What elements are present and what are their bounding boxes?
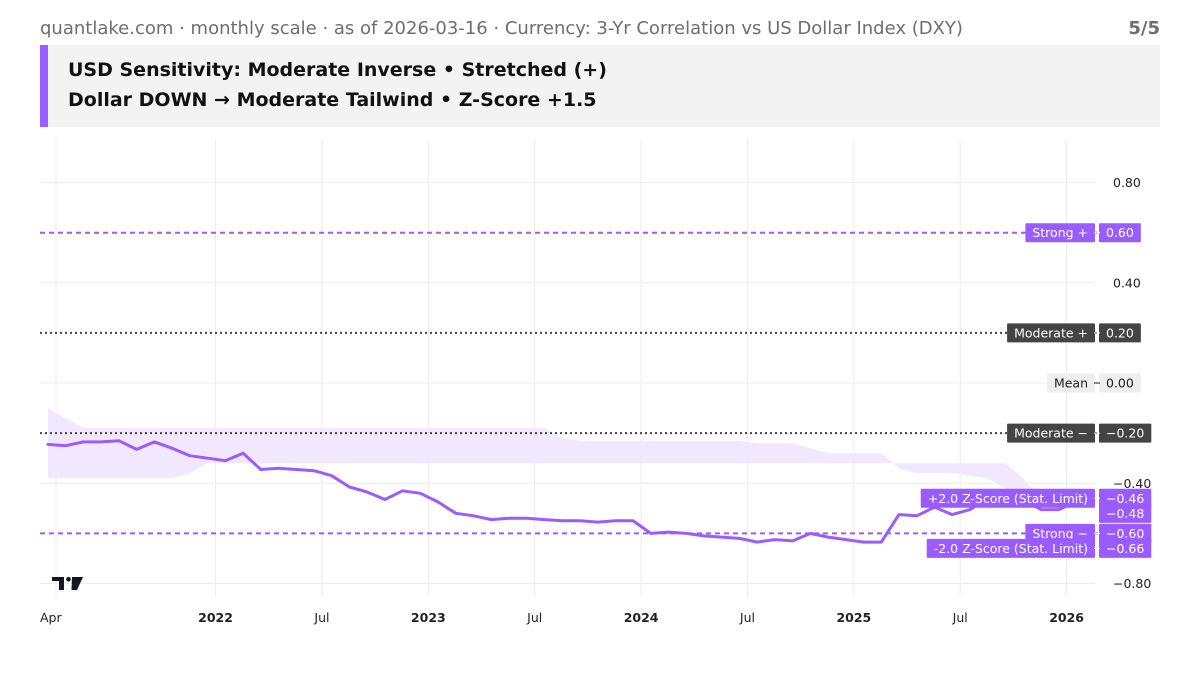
x-tick-label: Jul [739, 610, 755, 625]
reference-label: 0.60 Strong + [1025, 223, 1141, 243]
reference-label: −0.20 Moderate − [1007, 423, 1152, 443]
name-label-text: Strong − [1032, 526, 1088, 541]
value-label-text: −0.20 [1106, 426, 1144, 441]
y-tick-label: 0.80 [1113, 175, 1141, 190]
name-label-text: -2.0 Z-Score (Stat. Limit) [934, 541, 1088, 556]
value-label-box [1099, 488, 1152, 508]
name-label-box [1007, 323, 1095, 343]
x-tick-label: Apr [40, 610, 62, 625]
name-label-box [1007, 423, 1095, 443]
value-label-box [1099, 538, 1152, 558]
x-tick-label: 2023 [411, 610, 446, 625]
name-label-box [1025, 223, 1095, 243]
x-tick-label: 2026 [1049, 610, 1084, 625]
value-label-text: −0.46 [1106, 491, 1144, 506]
name-label-box [920, 488, 1095, 508]
tradingview-logo-icon[interactable] [52, 575, 84, 591]
value-label-text: 0.60 [1106, 225, 1134, 240]
value-label-box [1099, 223, 1141, 243]
chart-caption: quantlake.com · monthly scale · as of 20… [40, 18, 963, 39]
x-tick-label: Jul [952, 610, 968, 625]
name-label-box [1025, 523, 1095, 543]
x-tick-label: Jul [313, 610, 329, 625]
x-tick-label: Jul [526, 610, 542, 625]
top-caption-bar: quantlake.com · monthly scale · as of 20… [40, 18, 1160, 42]
value-label-text: −0.48 [1106, 506, 1144, 521]
value-label-text: 0.00 [1106, 376, 1134, 391]
name-label-box [926, 538, 1095, 558]
y-tick-label: 0.40 [1113, 275, 1141, 290]
y-tick-label: −0.40 [1113, 476, 1151, 491]
value-label-text: −0.66 [1106, 541, 1144, 556]
value-label-text: −0.60 [1106, 526, 1144, 541]
name-label-text: Moderate + [1014, 325, 1088, 340]
page-indicator: 5/5 [1128, 18, 1160, 39]
name-label-box [1046, 373, 1095, 393]
value-label-box [1099, 423, 1152, 443]
value-label-text: 0.20 [1106, 325, 1134, 340]
status-header: USD Sensitivity: Moderate Inverse • Stre… [40, 45, 1160, 127]
name-label-text: +2.0 Z-Score (Stat. Limit) [928, 491, 1088, 506]
x-tick-label: 2024 [624, 610, 659, 625]
zscore-envelope-band [48, 408, 1095, 499]
name-label-text: Mean [1054, 376, 1088, 391]
zscore-marker-label: −0.48 [1099, 503, 1152, 523]
sensitivity-headline: USD Sensitivity: Moderate Inverse • Stre… [68, 59, 607, 81]
name-label-text: Moderate − [1014, 426, 1088, 441]
x-tick-label: 2022 [198, 610, 233, 625]
value-label-box [1099, 373, 1141, 393]
value-label-box [1099, 523, 1152, 543]
value-label-box [1099, 323, 1141, 343]
reference-label: 0.00 Mean [1046, 373, 1141, 393]
outlook-headline: Dollar DOWN → Moderate Tailwind • Z-Scor… [68, 89, 597, 111]
y-tick-label: −0.80 [1113, 576, 1151, 591]
name-label-text: Strong + [1032, 225, 1088, 240]
chart-grid [40, 140, 1095, 596]
reference-label: −0.60 Strong − [1025, 523, 1152, 543]
reference-label: 0.20 Moderate + [1007, 323, 1141, 343]
value-label-box [1099, 503, 1152, 523]
x-tick-label: 2025 [836, 610, 871, 625]
correlation-series-line [46, 439, 1096, 544]
zscore-marker-label: −0.66 -2.0 Z-Score (Stat. Limit) [926, 538, 1152, 558]
zscore-marker-label: −0.46 +2.0 Z-Score (Stat. Limit) [920, 488, 1152, 508]
